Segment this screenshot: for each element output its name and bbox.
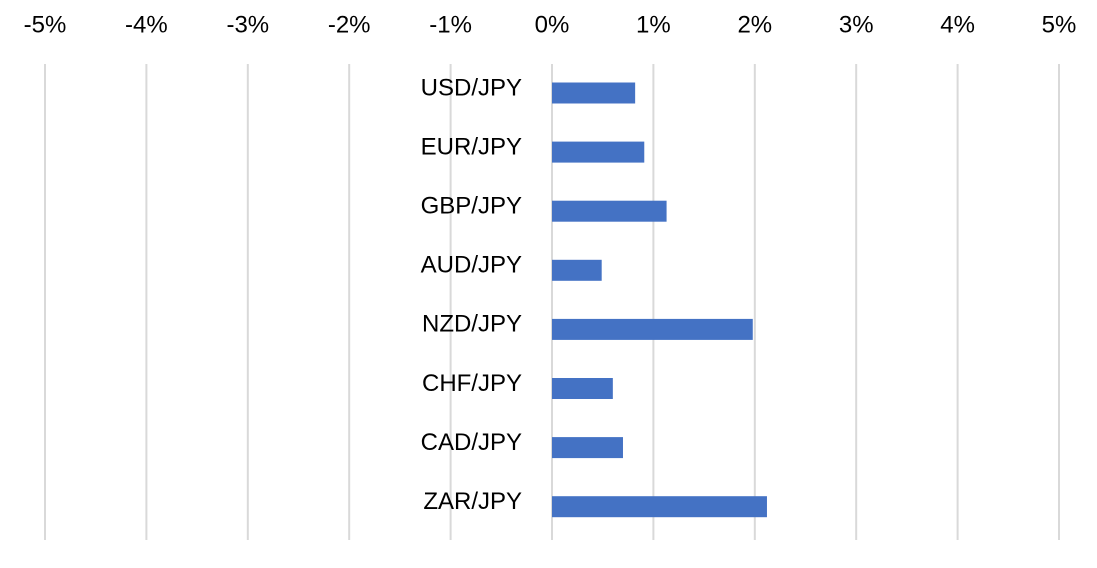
bar bbox=[552, 378, 613, 399]
bar bbox=[552, 259, 602, 281]
x-tick-label: -1% bbox=[429, 11, 472, 38]
x-tick-label: 2% bbox=[737, 11, 772, 38]
bar bbox=[552, 437, 623, 459]
gridlines bbox=[44, 64, 1060, 540]
bar bbox=[552, 200, 667, 222]
bars bbox=[552, 82, 767, 518]
x-tick-label: 4% bbox=[940, 11, 975, 38]
x-axis-tick-labels: -5% -4% -3% -2% -1% 0% 1% 2% 3% 4% 5% bbox=[24, 11, 1077, 38]
x-tick-label: -3% bbox=[226, 11, 269, 38]
category-label: CHF/JPY bbox=[422, 370, 522, 397]
category-label: CAD/JPY bbox=[421, 429, 522, 456]
x-tick-label: -4% bbox=[125, 11, 168, 38]
category-label: ZAR/JPY bbox=[423, 488, 522, 515]
x-tick-label: 5% bbox=[1042, 11, 1077, 38]
x-tick-label: 0% bbox=[535, 11, 570, 38]
category-label: EUR/JPY bbox=[421, 133, 522, 160]
x-tick-label: -2% bbox=[328, 11, 371, 38]
x-tick-label: 3% bbox=[839, 11, 874, 38]
category-label: NZD/JPY bbox=[422, 311, 522, 338]
x-tick-label: -5% bbox=[24, 11, 67, 38]
category-labels: USD/JPY EUR/JPY GBP/JPY AUD/JPY NZD/JPY CHF/J… bbox=[421, 74, 522, 515]
category-label: USD/JPY bbox=[421, 74, 522, 101]
category-label: AUD/JPY bbox=[421, 252, 522, 279]
bar bbox=[552, 496, 767, 518]
x-tick-label: 1% bbox=[636, 11, 671, 38]
category-label: GBP/JPY bbox=[421, 193, 522, 220]
bar bbox=[552, 318, 753, 340]
bar bbox=[552, 141, 645, 163]
bar bbox=[552, 82, 636, 104]
